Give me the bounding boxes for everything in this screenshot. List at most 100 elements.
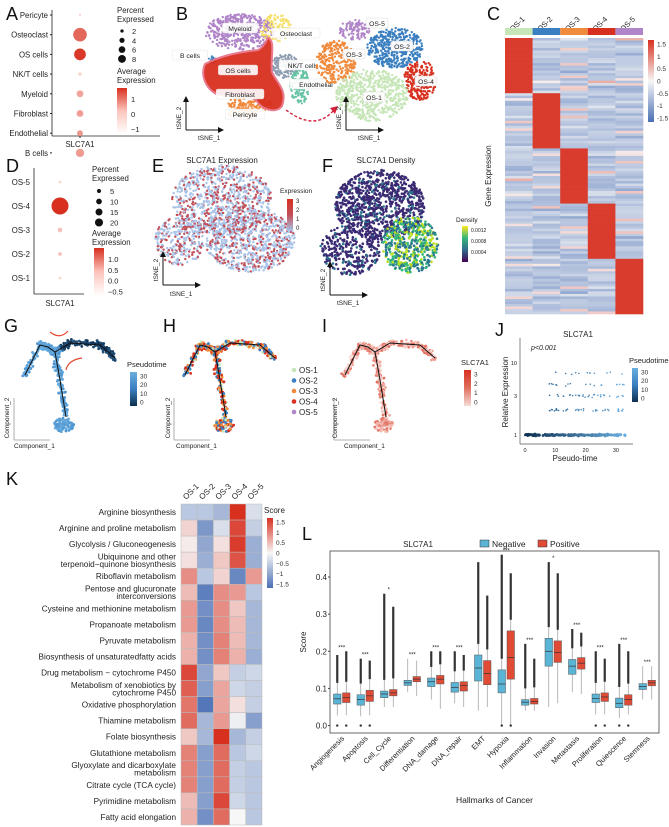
- point: [234, 45, 237, 48]
- point: [197, 232, 201, 236]
- point: [323, 54, 327, 58]
- point: [242, 102, 245, 106]
- heatmap-cell: [615, 258, 644, 262]
- point: [217, 34, 220, 38]
- point: [229, 208, 232, 211]
- point: [232, 105, 236, 109]
- point: [284, 74, 287, 77]
- point: [386, 62, 389, 66]
- point: [293, 56, 296, 59]
- point: [333, 55, 337, 58]
- point: [180, 187, 183, 190]
- point: [239, 188, 242, 192]
- point: [360, 72, 363, 76]
- point: [182, 184, 186, 187]
- point: [345, 63, 348, 67]
- point: [259, 209, 263, 213]
- x-axis-label: tSNE_1: [358, 135, 381, 142]
- point: [194, 181, 197, 184]
- heatmap-cell: [532, 201, 561, 204]
- point: [236, 232, 239, 236]
- point: [227, 165, 230, 168]
- point: [380, 86, 383, 89]
- point: [428, 63, 432, 67]
- point: [242, 179, 245, 183]
- point: [270, 19, 273, 22]
- point: [413, 63, 417, 67]
- heatmap-cell: [505, 70, 533, 74]
- heatmap-cell: [615, 311, 644, 315]
- heatmap-cell: [560, 283, 589, 287]
- point: [414, 51, 417, 55]
- point: [160, 250, 163, 253]
- point: [173, 245, 176, 248]
- heatmap-cell: [615, 98, 644, 102]
- point: [174, 186, 177, 189]
- heatmap-cell: [587, 155, 616, 159]
- point: [226, 200, 230, 203]
- heatmap-cell: [615, 63, 644, 66]
- heatmap-cell: [615, 233, 644, 237]
- point: [294, 92, 297, 95]
- heatmap-cell: [532, 306, 561, 310]
- point: [415, 91, 419, 95]
- heatmap-cell: [560, 293, 589, 297]
- heatmap-cell: [560, 173, 589, 177]
- heatmap-cell: [560, 63, 589, 66]
- point: [432, 88, 435, 92]
- point: [245, 43, 249, 47]
- point: [348, 87, 352, 90]
- point: [188, 239, 192, 242]
- cluster-label: Pericyte: [233, 112, 258, 119]
- point: [258, 196, 261, 199]
- point: [376, 117, 379, 120]
- point: [250, 171, 254, 174]
- point: [194, 226, 197, 230]
- heatmap-cell: [505, 48, 533, 51]
- point: [407, 84, 410, 87]
- point: [263, 216, 266, 220]
- size-legend-label: 5: [110, 187, 114, 196]
- point: [301, 94, 304, 97]
- heatmap-cell: [505, 231, 533, 235]
- point: [351, 72, 355, 75]
- point: [236, 13, 239, 16]
- point: [213, 33, 216, 36]
- heatmap-cell: [560, 296, 589, 300]
- point: [172, 191, 175, 195]
- heatmap-cell: [587, 243, 616, 247]
- point: [315, 64, 319, 67]
- heatmap-cell: [560, 150, 589, 154]
- heatmap-cell: [615, 150, 644, 154]
- point: [262, 240, 265, 244]
- point: [342, 30, 345, 33]
- point: [419, 71, 422, 75]
- point: [413, 87, 416, 90]
- point: [387, 49, 390, 53]
- dot: [73, 27, 87, 42]
- point: [364, 79, 368, 82]
- point: [331, 80, 334, 83]
- point: [208, 190, 212, 193]
- heatmap-cell: [505, 98, 533, 102]
- heatmap-cell: [560, 95, 589, 99]
- point: [387, 47, 390, 50]
- heatmap-cell: [560, 261, 589, 265]
- cluster-label-box: [215, 88, 265, 100]
- point: [300, 74, 303, 77]
- point: [234, 214, 238, 217]
- point: [258, 44, 261, 48]
- heatmap-cell: [532, 276, 561, 280]
- point: [403, 102, 407, 106]
- point: [408, 73, 411, 77]
- heatmap-cell: [532, 145, 561, 149]
- heatmap-cell: [587, 53, 616, 56]
- point: [272, 66, 275, 69]
- point: [187, 218, 191, 221]
- point: [370, 44, 373, 48]
- point: [246, 220, 250, 224]
- point: [193, 196, 196, 199]
- point: [177, 198, 181, 201]
- point: [187, 255, 191, 258]
